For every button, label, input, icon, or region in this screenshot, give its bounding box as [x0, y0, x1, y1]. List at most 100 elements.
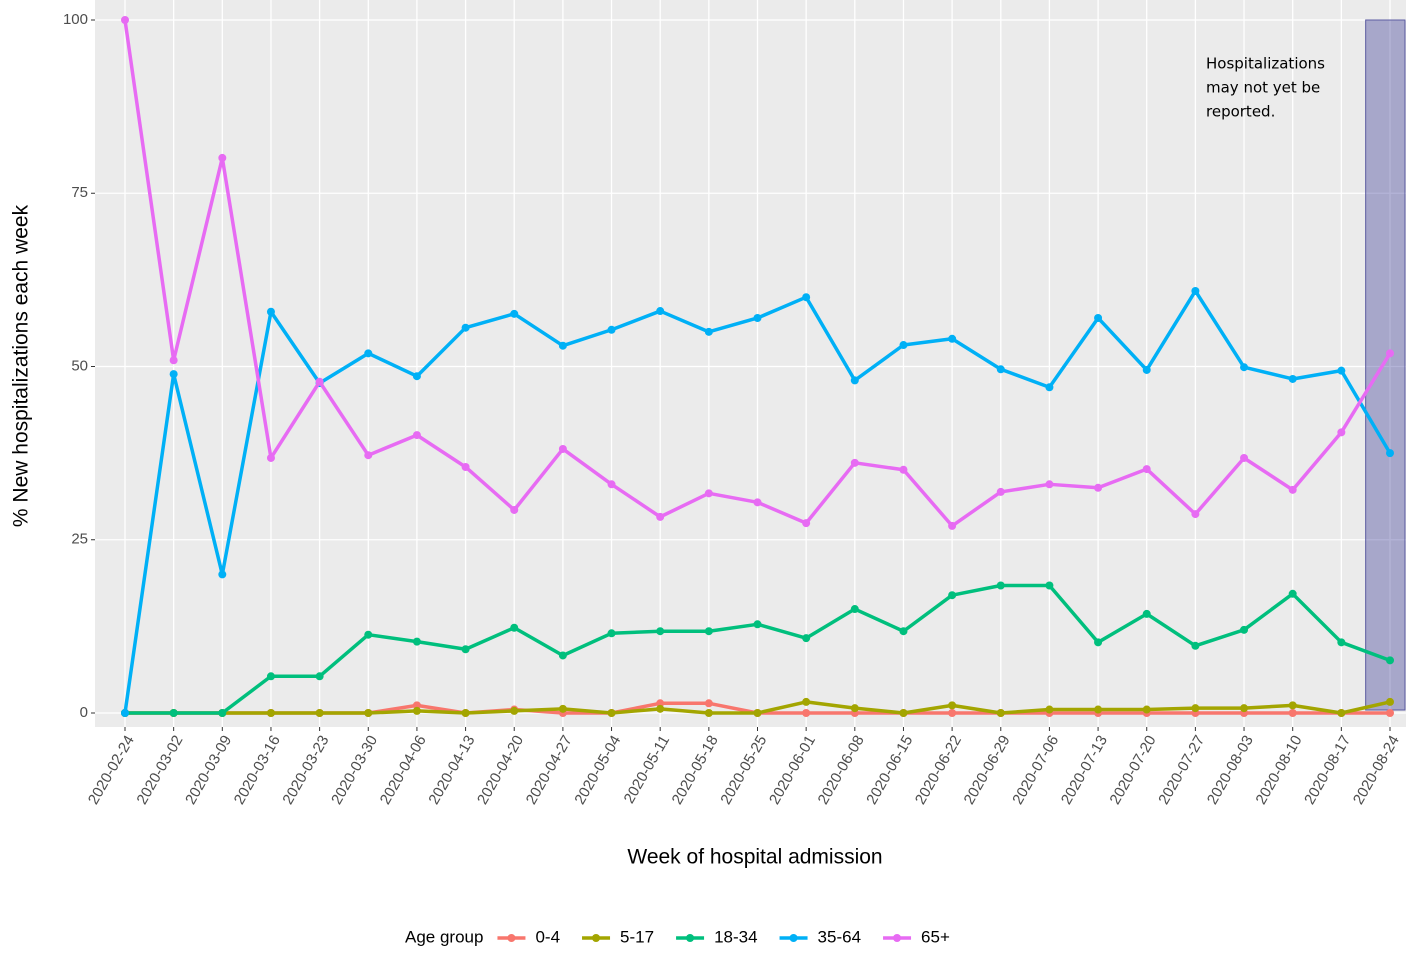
point: [1386, 449, 1394, 458]
point: [412, 701, 421, 710]
point: [607, 629, 616, 638]
legend-label: 35-64: [818, 927, 861, 946]
point: [266, 672, 275, 681]
point: [1094, 638, 1103, 647]
plot-panel: [95, 0, 1406, 727]
point: [169, 709, 178, 717]
x-tick-label: 2020-05-25: [717, 732, 770, 807]
x-tick-label: 2020-08-24: [1350, 732, 1403, 807]
point: [364, 630, 373, 639]
legend-key-point: [592, 934, 601, 942]
legend-label: 65+: [921, 927, 950, 946]
legend-label: 0-4: [535, 927, 560, 946]
x-tick-label: 2020-06-08: [815, 732, 868, 807]
annotation: may not yet be: [1206, 79, 1320, 97]
x-tick-label: 2020-04-27: [523, 732, 576, 807]
point: [1386, 656, 1394, 665]
point: [461, 709, 470, 717]
point: [802, 709, 811, 717]
point: [753, 313, 762, 322]
point: [1288, 709, 1297, 717]
unreported-shade: [1365, 19, 1406, 711]
point: [315, 672, 324, 681]
x-tick-label: 2020-03-09: [182, 732, 235, 807]
point: [948, 521, 957, 530]
point: [315, 709, 324, 717]
point: [121, 16, 129, 24]
point: [1386, 349, 1394, 358]
point: [607, 480, 616, 489]
point: [656, 699, 665, 708]
annotation: Hospitalizations: [1206, 55, 1325, 73]
point: [364, 709, 373, 717]
grid: [95, 0, 1406, 727]
point: [850, 605, 859, 614]
point: [899, 709, 908, 717]
point: [948, 701, 957, 710]
point: [1191, 641, 1200, 650]
point: [607, 325, 616, 334]
x-tick-label: 2020-07-06: [1009, 732, 1062, 807]
x-tick-label: 2020-03-02: [133, 732, 186, 807]
point: [996, 581, 1005, 590]
legend-label: 18-34: [714, 927, 757, 946]
point: [899, 627, 908, 636]
point: [704, 699, 713, 708]
point: [558, 444, 567, 453]
point: [1240, 625, 1249, 634]
x-tick-label: 2020-02-24: [85, 732, 138, 807]
x-tick-label: 2020-06-22: [912, 732, 965, 807]
x-tick-label: 2020-03-30: [328, 732, 381, 807]
point: [704, 709, 713, 717]
y-tick-label: 100: [63, 11, 88, 28]
point: [704, 327, 713, 336]
point: [1337, 709, 1346, 717]
point: [558, 651, 567, 660]
point: [1191, 510, 1200, 519]
point: [1045, 705, 1054, 714]
legend-key-point: [507, 934, 516, 942]
x-tick-label: 2020-06-15: [863, 732, 916, 807]
point: [656, 512, 665, 521]
point: [1337, 366, 1346, 375]
point: [899, 341, 908, 350]
point: [315, 377, 324, 386]
x-tick-label: 2020-06-29: [961, 732, 1014, 807]
x-tick-label: 2020-08-03: [1204, 732, 1257, 807]
point: [704, 627, 713, 636]
x-tick-label: 2020-08-10: [1253, 732, 1306, 807]
point: [850, 458, 859, 467]
point: [1094, 705, 1103, 714]
point: [899, 465, 908, 474]
x-tick-label: 2020-04-20: [474, 732, 527, 807]
point: [1045, 383, 1054, 392]
point: [656, 627, 665, 636]
point: [1288, 485, 1297, 494]
point: [948, 334, 957, 343]
point: [1191, 286, 1200, 295]
point: [850, 376, 859, 385]
point: [1191, 704, 1200, 713]
point: [948, 709, 957, 717]
point: [802, 697, 811, 706]
point: [1240, 704, 1249, 713]
x-axis-title: Week of hospital admission: [627, 846, 882, 869]
y-tick-label: 25: [71, 531, 88, 548]
point: [1045, 480, 1054, 489]
x-tick-label: 2020-07-13: [1058, 732, 1111, 807]
point: [1337, 428, 1346, 437]
lines: [121, 16, 1394, 717]
legend-key-point: [893, 934, 902, 942]
point: [412, 431, 421, 440]
legend-key-point: [789, 934, 798, 942]
point: [266, 307, 275, 316]
x-tick-label: 2020-05-18: [669, 732, 722, 807]
annotation: reported.: [1206, 103, 1275, 121]
x-tick-label: 2020-03-16: [231, 732, 284, 807]
point: [753, 498, 762, 507]
legend-title: Age group: [405, 927, 483, 946]
point: [218, 570, 227, 579]
point: [218, 709, 227, 717]
x-tick-label: 2020-07-27: [1155, 732, 1208, 807]
